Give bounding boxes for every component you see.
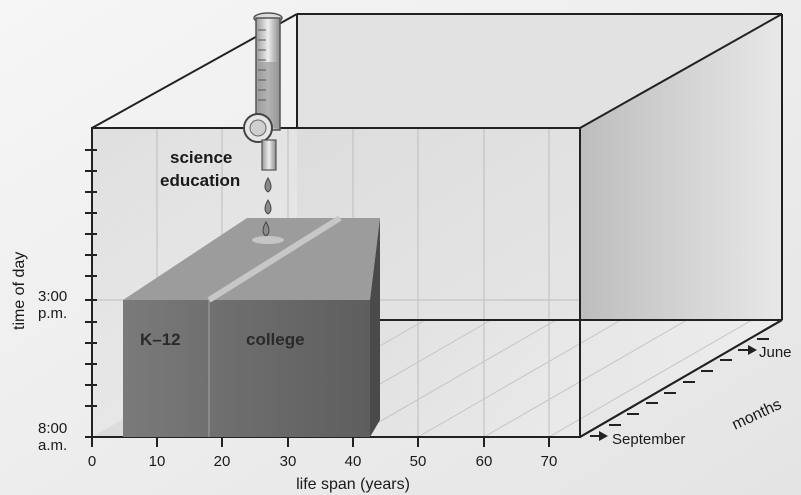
x-tick-labels: 0 10 20 30 40 50 60 70 <box>88 453 558 470</box>
drop-splash <box>252 236 284 244</box>
college-label: college <box>246 330 305 349</box>
y-bottom-time-label: 8:00 <box>38 420 67 437</box>
education-block-front <box>123 300 370 437</box>
x-tick-30: 30 <box>280 453 297 470</box>
education-block-side <box>370 218 380 437</box>
june-label: June <box>759 344 792 361</box>
june-arrow-icon <box>748 345 757 355</box>
x-tick-70: 70 <box>541 453 558 470</box>
y-mid-time-label: 3:00 <box>38 288 67 305</box>
x-tick-10: 10 <box>149 453 166 470</box>
september-label: September <box>612 431 685 448</box>
science-label: science <box>170 148 232 167</box>
y-axis-title: time of day <box>11 252 28 330</box>
z-axis <box>579 319 783 438</box>
education-label: education <box>160 171 240 190</box>
x-tick-60: 60 <box>476 453 493 470</box>
x-tick-0: 0 <box>88 453 96 470</box>
x-axis-ticks <box>91 437 550 447</box>
september-arrow-icon <box>599 431 608 441</box>
drops-icon <box>262 177 272 237</box>
x-tick-40: 40 <box>345 453 362 470</box>
burette-icon <box>243 12 283 171</box>
x-tick-20: 20 <box>214 453 231 470</box>
y-axis-ticks <box>85 149 97 438</box>
block-divider-top <box>207 215 342 303</box>
education-block-top <box>123 218 380 300</box>
k12-label: K–12 <box>140 330 181 349</box>
y-mid-ampm-label: p.m. <box>38 305 67 322</box>
x-tick-50: 50 <box>410 453 427 470</box>
y-bottom-ampm-label: a.m. <box>38 437 67 454</box>
x-axis-title: life span (years) <box>296 476 410 493</box>
